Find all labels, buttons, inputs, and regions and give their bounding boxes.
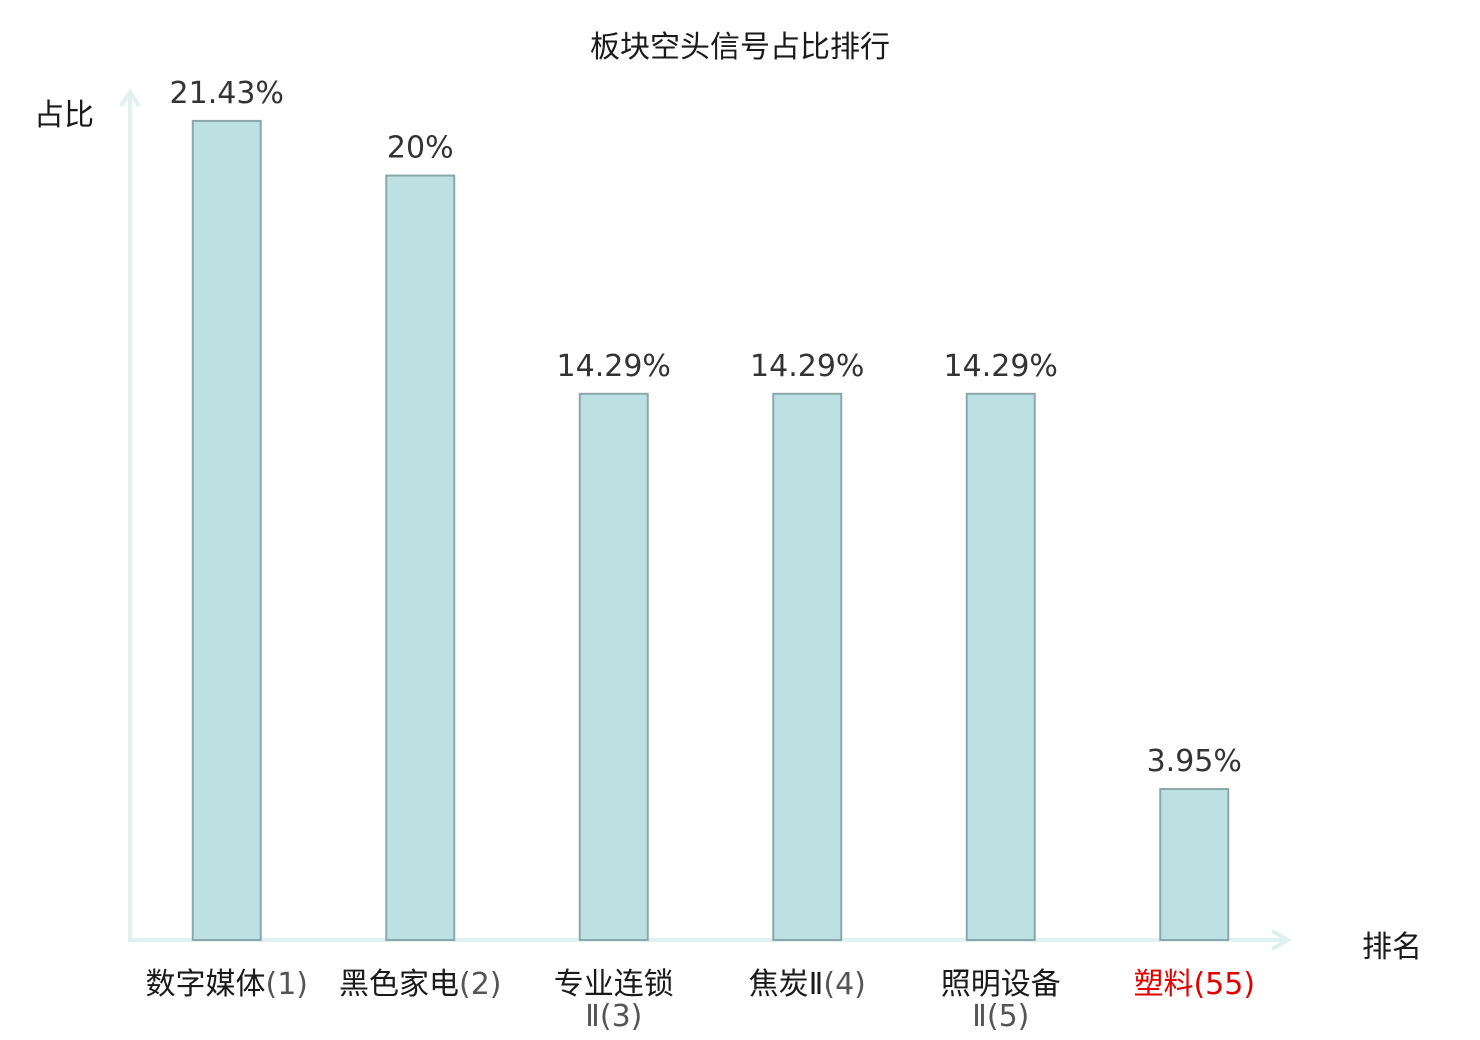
bar-4 xyxy=(772,392,843,941)
category-label-6: 塑料(55) xyxy=(1133,967,1255,1002)
bar-1 xyxy=(191,119,262,942)
bar-5 xyxy=(965,392,1036,941)
axes xyxy=(119,88,1293,951)
bar-2 xyxy=(385,174,456,942)
value-label-5: 14.29% xyxy=(944,349,1058,384)
category-labels-group: 数字媒体(1) 黑色家电(2) 专业连锁 Ⅱ(3) 焦炭Ⅱ(4) 照明设备 Ⅱ(5) 塑料(5… xyxy=(146,967,1256,1034)
value-labels-group: 21.43% 20% 14.29% 14.29% 14.29% 3.95% xyxy=(170,76,1242,779)
x-axis-label: 排名 xyxy=(1362,930,1422,965)
category-label-4: 焦炭Ⅱ(4) xyxy=(749,967,866,1002)
value-label-1: 21.43% xyxy=(170,76,284,111)
y-axis-label: 占比 xyxy=(34,98,94,133)
bar-6 xyxy=(1159,788,1230,941)
category-label-3: 专业连锁 Ⅱ(3) xyxy=(554,967,674,1034)
y-axis-arrow xyxy=(119,88,141,108)
chart-title: 板块空头信号占比排行 xyxy=(590,30,890,65)
value-label-4: 14.29% xyxy=(750,349,864,384)
category-label-1: 数字媒体(1) xyxy=(146,967,309,1002)
category-label-5: 照明设备 Ⅱ(5) xyxy=(941,967,1061,1034)
value-label-3: 14.29% xyxy=(557,349,671,384)
value-label-2: 20% xyxy=(387,131,454,166)
x-axis-arrow xyxy=(1271,929,1293,951)
bar-3 xyxy=(578,392,649,941)
value-label-6: 3.95% xyxy=(1147,744,1242,779)
category-label-2: 黑色家电(2) xyxy=(339,967,502,1002)
bars-group xyxy=(191,119,1230,942)
